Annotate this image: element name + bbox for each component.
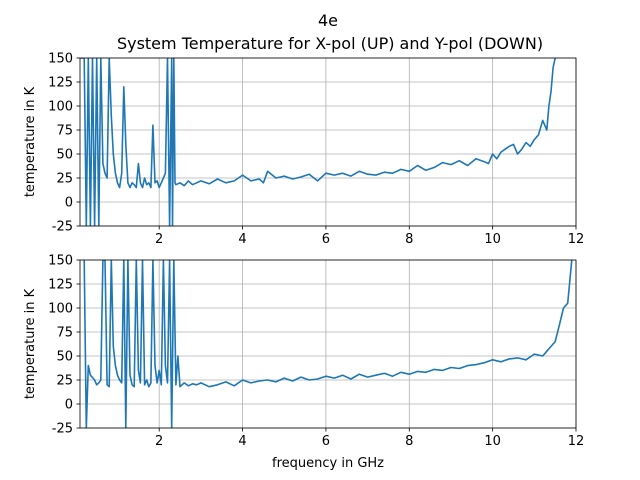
top-xtick-label: 10 bbox=[484, 232, 501, 247]
top-ytick-label: 0 bbox=[65, 196, 73, 211]
top-ytick-label: 75 bbox=[56, 124, 73, 139]
figure-subtitle: System Temperature for X-pol (UP) and Y-… bbox=[117, 34, 543, 53]
bottom-ytick-label: 100 bbox=[48, 302, 73, 317]
bottom-ytick-label: 125 bbox=[48, 278, 73, 293]
top-ytick-label: 125 bbox=[48, 76, 73, 91]
bottom-panel: 2 4 6 8 10 12 -25 0 25 50 75 100 125 150 temperature i… bbox=[23, 254, 584, 472]
top-ytick-label: 50 bbox=[56, 148, 73, 163]
bottom-ytick-label: 75 bbox=[56, 326, 73, 341]
top-xtick-label: 2 bbox=[155, 232, 163, 247]
bottom-xtick-label: 10 bbox=[484, 434, 501, 449]
bottom-xtick-label: 8 bbox=[405, 434, 413, 449]
bottom-ytick-label: 0 bbox=[65, 398, 73, 413]
bottom-ylabel: temperature in K bbox=[23, 288, 38, 399]
bottom-axes-frame bbox=[79, 259, 577, 429]
figure-suptitle: 4e bbox=[318, 11, 338, 30]
top-ytick-label: -25 bbox=[52, 220, 73, 235]
bottom-xlabel: frequency in GHz bbox=[272, 456, 384, 471]
top-xtick-label: 6 bbox=[322, 232, 330, 247]
bottom-xtick-label: 12 bbox=[568, 434, 585, 449]
bottom-ytick-label: 25 bbox=[56, 374, 73, 389]
top-xtick-label: 4 bbox=[238, 232, 246, 247]
top-xtick-label: 8 bbox=[405, 232, 413, 247]
top-series-line bbox=[80, 58, 556, 226]
bottom-ytick-label: 50 bbox=[56, 350, 73, 365]
bottom-ytick-label: 150 bbox=[48, 254, 73, 269]
bottom-xtick-label: 4 bbox=[238, 434, 246, 449]
bottom-xtick-label: 6 bbox=[322, 434, 330, 449]
bottom-xtick-label: 2 bbox=[155, 434, 163, 449]
top-xtick-label: 12 bbox=[568, 232, 585, 247]
top-ytick-label: 150 bbox=[48, 52, 73, 67]
bottom-series-line bbox=[83, 260, 573, 428]
top-axes-frame bbox=[79, 57, 577, 227]
top-ytick-label: 25 bbox=[56, 172, 73, 187]
bottom-ytick-label: -25 bbox=[52, 422, 73, 437]
top-ylabel: temperature in K bbox=[23, 86, 38, 197]
top-ytick-label: 100 bbox=[48, 100, 73, 115]
top-panel: 2 4 6 8 10 12 -25 0 25 50 75 100 125 150 temperature i… bbox=[23, 52, 584, 248]
